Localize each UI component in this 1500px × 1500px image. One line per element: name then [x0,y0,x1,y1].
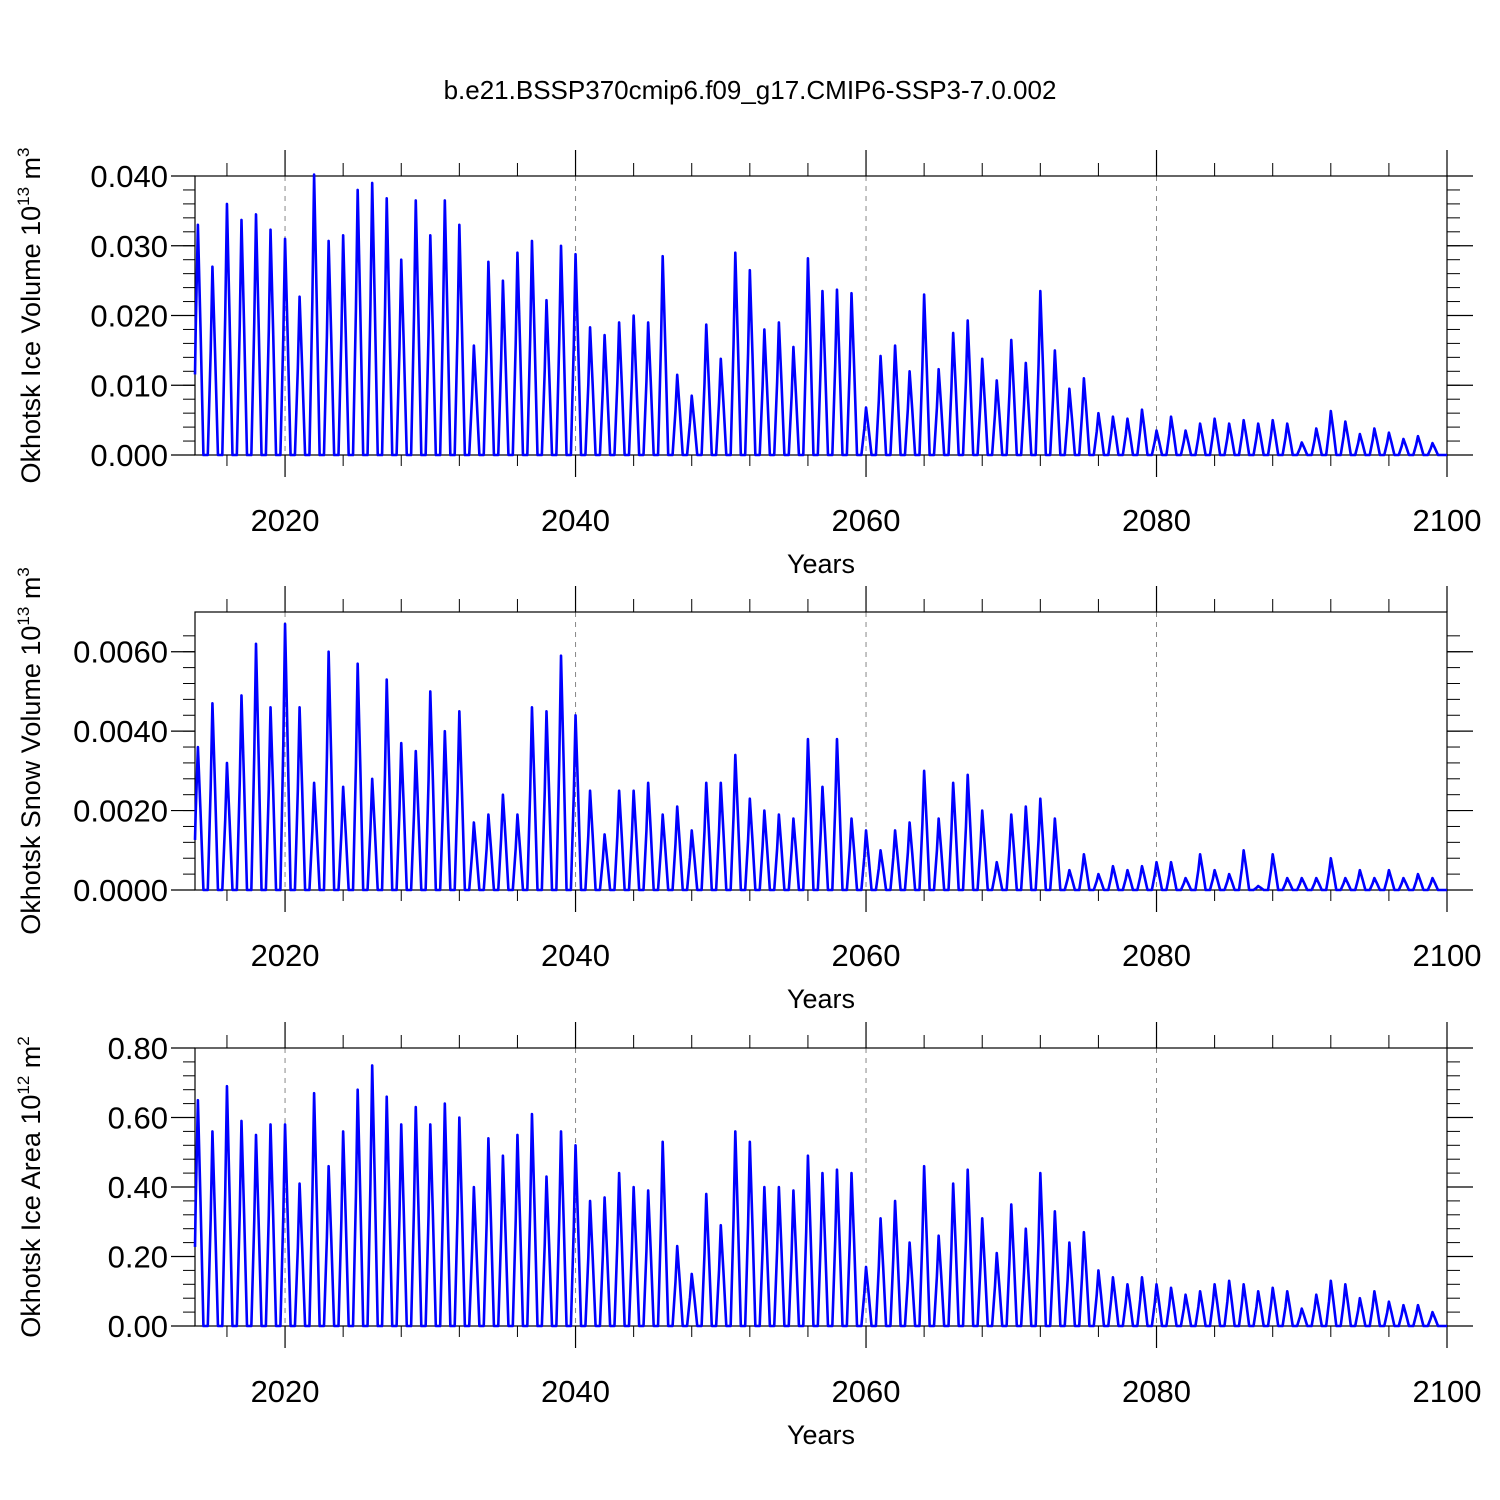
y-tick-label-0: 0.00 [108,1309,168,1344]
x-tick-label-0: 2020 [251,938,320,973]
y-tick-label-1: 0.20 [108,1240,168,1275]
x-tick-label-4: 2100 [1413,503,1482,538]
x-axis-label: Years [787,1420,855,1450]
y-tick-label-2: 0.40 [108,1170,168,1205]
y-tick-label-0: 0.0000 [73,873,168,908]
x-axis-label: Years [787,984,855,1014]
x-axis-label: Years [787,549,855,579]
y-axis-label: Okhotsk Ice Volume 1013 m3 [14,147,46,483]
x-tick-label-1: 2040 [541,1374,610,1409]
data-series-line-0 [193,173,1447,457]
x-tick-label-3: 2080 [1122,503,1191,538]
y-tick-label-1: 0.010 [90,368,168,403]
panel-snow-volume: 0.0000 0.0020 0.0040 0.0060 2020 2040 2060 2080… [14,567,1481,1014]
x-tick-label-3: 2080 [1122,938,1191,973]
y-tick-label-0: 0.000 [90,438,168,473]
x-tick-label-2: 2060 [832,938,901,973]
data-series-line-0 [193,622,1447,892]
panel-ice-volume: 0.000 0.010 0.020 0.030 0.040 2020 2040 2060 208… [14,147,1481,579]
y-tick-label-4: 0.80 [108,1031,168,1066]
figure-title: b.e21.BSSP370cmip6.f09_g17.CMIP6-SSP3-7.… [444,75,1057,105]
y-tick-label-2: 0.020 [90,299,168,334]
x-tick-label-4: 2100 [1413,1374,1482,1409]
x-tick-label-2: 2060 [832,503,901,538]
x-tick-label-4: 2100 [1413,938,1482,973]
x-tick-label-0: 2020 [251,503,320,538]
y-tick-label-1: 0.0020 [73,794,168,829]
y-axis-label: Okhotsk Snow Volume 1013 m3 [14,567,46,935]
y-tick-label-3: 0.60 [108,1101,168,1136]
y-tick-label-3: 0.030 [90,229,168,264]
x-tick-label-0: 2020 [251,1374,320,1409]
x-tick-label-3: 2080 [1122,1374,1191,1409]
panel-ice-area: 0.00 0.20 0.40 0.60 0.80 2020 2040 2060 2080 2100… [14,1022,1481,1450]
plot-frame [194,611,1448,891]
x-tick-label-1: 2040 [541,503,610,538]
y-axis-label: Okhotsk Ice Area 1012 m2 [14,1036,46,1338]
y-tick-label-2: 0.0040 [73,714,168,749]
x-tick-label-1: 2040 [541,938,610,973]
data-series-line-0 [193,1064,1447,1328]
x-tick-label-2: 2060 [832,1374,901,1409]
y-tick-label-3: 0.0060 [73,635,168,670]
y-tick-label-4: 0.040 [90,159,168,194]
